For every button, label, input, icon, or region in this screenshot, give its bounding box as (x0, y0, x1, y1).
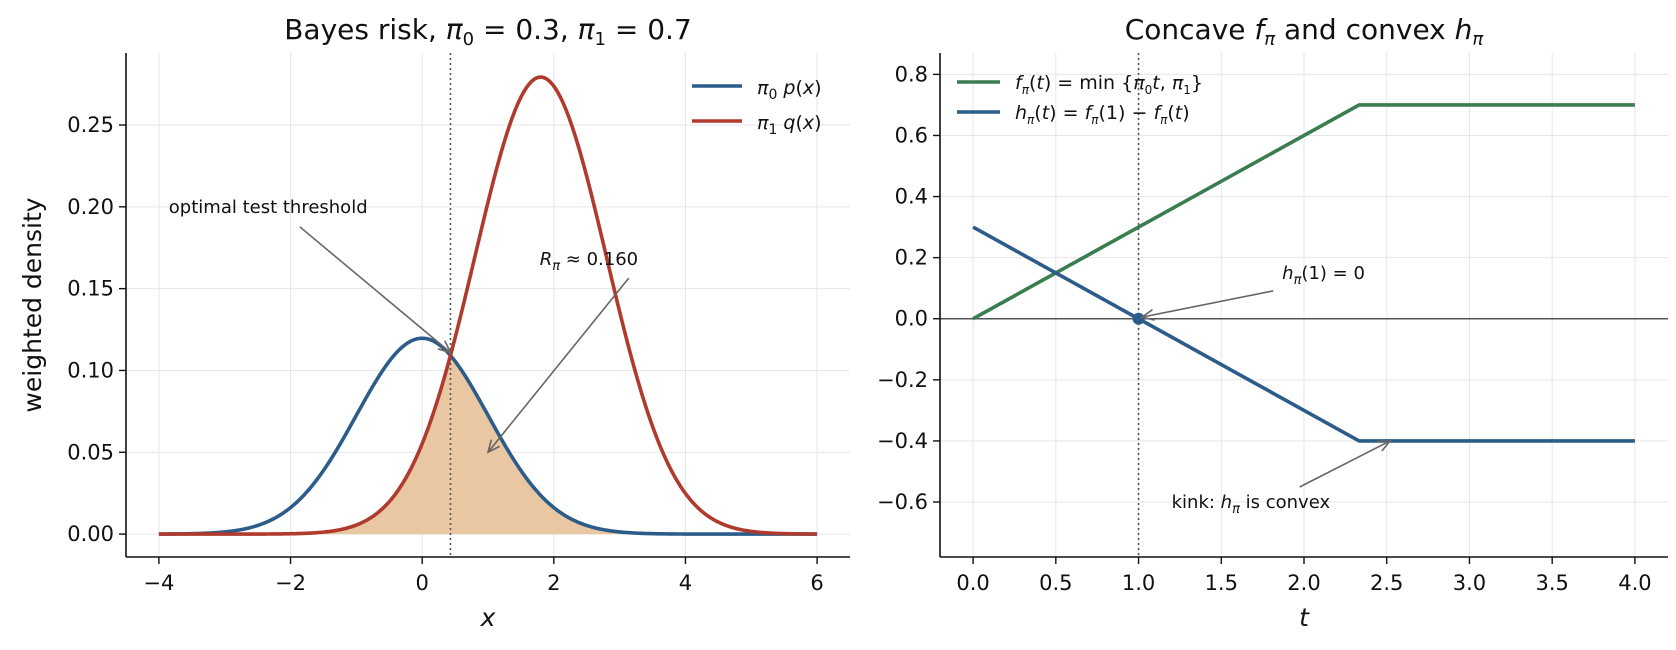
left-x-axis-label: x (480, 603, 496, 632)
left-curve-pi1-q (158, 75, 818, 536)
right-x-tick-label: 0.0 (956, 571, 989, 595)
right-y-tick-label: 0.6 (895, 123, 928, 147)
right-panel: 0.0 0.5 1.0 1.5 2.0 2.5 3.0 3.5 4.0 −0.6 −0.4 −0.2 0… (877, 13, 1668, 632)
right-legend-label-h: hπ(t) = fπ(1) − fπ(t) (1015, 102, 1190, 127)
right-x-tick-label: 2.0 (1287, 571, 1320, 595)
left-y-tick-label: 0.15 (67, 277, 114, 301)
left-chart-title: Bayes risk, π0 = 0.3, π1 = 0.7 (284, 13, 692, 50)
right-curve-f (972, 103, 1635, 321)
left-ticks: −4 −2 0 2 4 6 0.00 0.05 0.10 0.15 0.20 0.25 (67, 113, 824, 595)
right-chart-title: Concave fπ and convex hπ (1125, 13, 1485, 50)
right-x-tick-label: 1.0 (1122, 571, 1155, 595)
left-x-tick-label: −2 (275, 571, 306, 595)
left-y-tick-label: 0.00 (67, 522, 114, 546)
left-y-tick-label: 0.05 (67, 440, 114, 464)
right-arrow-kink-head (1377, 440, 1392, 452)
left-legend-label-pi1: π1 q(x) (757, 112, 822, 138)
left-legend: π0 p(x) π1 q(x) (692, 77, 822, 138)
right-y-tick-label: 0.2 (895, 246, 928, 270)
right-grid (940, 53, 1668, 557)
left-curve-pi0-p (158, 336, 818, 536)
right-x-tick-label: 3.5 (1535, 571, 1568, 595)
left-annotation-arrows (299, 226, 630, 454)
right-x-axis-label: t (1299, 603, 1310, 632)
right-point-h-at-one (1132, 312, 1145, 325)
right-y-tick-label: 0.8 (895, 62, 928, 86)
right-y-tick-label: −0.2 (877, 368, 928, 392)
left-legend-label-pi0: π0 p(x) (757, 77, 822, 103)
right-curve-h (972, 225, 1635, 443)
left-arrow-risk (487, 277, 630, 453)
right-annotation-kink: kink: hπ is convex (1172, 492, 1331, 517)
left-arrow-threshold (299, 226, 451, 354)
right-arrow-kink (1299, 440, 1391, 488)
right-x-tick-label: 0.5 (1039, 571, 1072, 595)
right-legend: fπ(t) = min {π0t, π1} hπ(t) = fπ(1) − fπ… (957, 72, 1203, 127)
left-x-tick-label: 4 (679, 571, 692, 595)
left-annotation-risk: Rπ ≈ 0.160 (540, 249, 638, 274)
right-arrow-h-at-one-head (1139, 309, 1155, 321)
left-x-tick-label: −4 (143, 571, 174, 595)
left-y-tick-label: 0.20 (67, 195, 114, 219)
left-y-tick-label: 0.25 (67, 113, 114, 137)
right-y-tick-label: 0.0 (895, 307, 928, 331)
right-arrow-h-at-one (1141, 290, 1274, 319)
right-y-tick-label: −0.4 (877, 429, 928, 453)
right-x-tick-label: 4.0 (1618, 571, 1651, 595)
left-arrow-threshold-head (437, 340, 452, 354)
right-x-tick-label: 3.0 (1453, 571, 1486, 595)
left-annotation-threshold: optimal test threshold (169, 197, 368, 218)
right-y-tick-label: −0.6 (877, 490, 928, 514)
left-y-axis-label: weighted density (18, 197, 47, 412)
left-panel: −4 −2 0 2 4 6 0.00 0.05 0.10 0.15 0.20 0.25 optimal… (18, 13, 850, 632)
left-bayes-risk-area (158, 356, 818, 535)
left-x-tick-label: 2 (547, 571, 560, 595)
right-y-tick-label: 0.4 (895, 185, 928, 209)
left-y-tick-label: 0.10 (67, 358, 114, 382)
left-x-tick-label: 0 (415, 571, 428, 595)
right-x-tick-label: 2.5 (1370, 571, 1403, 595)
left-arrow-risk-head (486, 439, 500, 454)
right-x-tick-label: 1.5 (1205, 571, 1238, 595)
right-annotation-arrows (1139, 290, 1392, 488)
right-ticks: 0.0 0.5 1.0 1.5 2.0 2.5 3.0 3.5 4.0 −0.6 −0.4 −0.2 0… (877, 62, 1652, 595)
right-legend-label-f: fπ(t) = min {π0t, π1} (1015, 72, 1203, 97)
left-x-tick-label: 6 (810, 571, 823, 595)
right-annotation-h-at-one: hπ(1) = 0 (1282, 263, 1365, 288)
